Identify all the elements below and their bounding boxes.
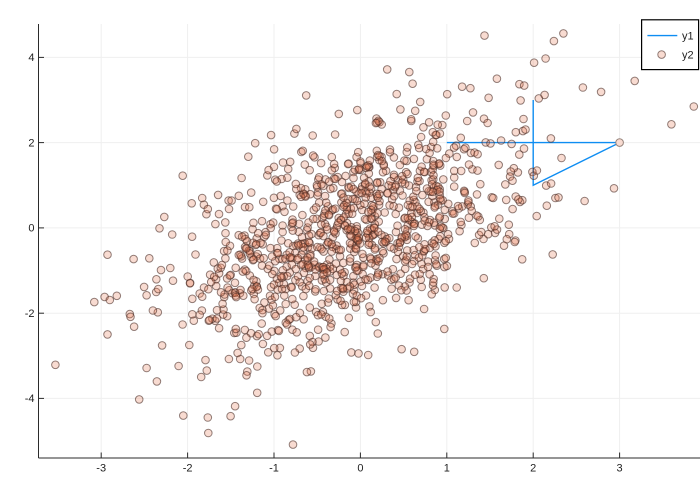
svg-text:-4: -4 — [25, 393, 35, 405]
svg-text:-2: -2 — [25, 308, 35, 320]
svg-text:1: 1 — [444, 463, 450, 475]
svg-text:2: 2 — [530, 463, 536, 475]
svg-text:2: 2 — [28, 137, 34, 149]
svg-text:0: 0 — [357, 463, 363, 475]
svg-text:0: 0 — [28, 223, 34, 235]
svg-text:-1: -1 — [269, 463, 279, 475]
svg-text:3: 3 — [617, 463, 623, 475]
svg-text:y1: y1 — [682, 31, 694, 43]
svg-text:y2: y2 — [682, 50, 694, 62]
svg-text:-3: -3 — [96, 463, 106, 475]
svg-text:4: 4 — [28, 52, 34, 64]
svg-text:-2: -2 — [183, 463, 193, 475]
